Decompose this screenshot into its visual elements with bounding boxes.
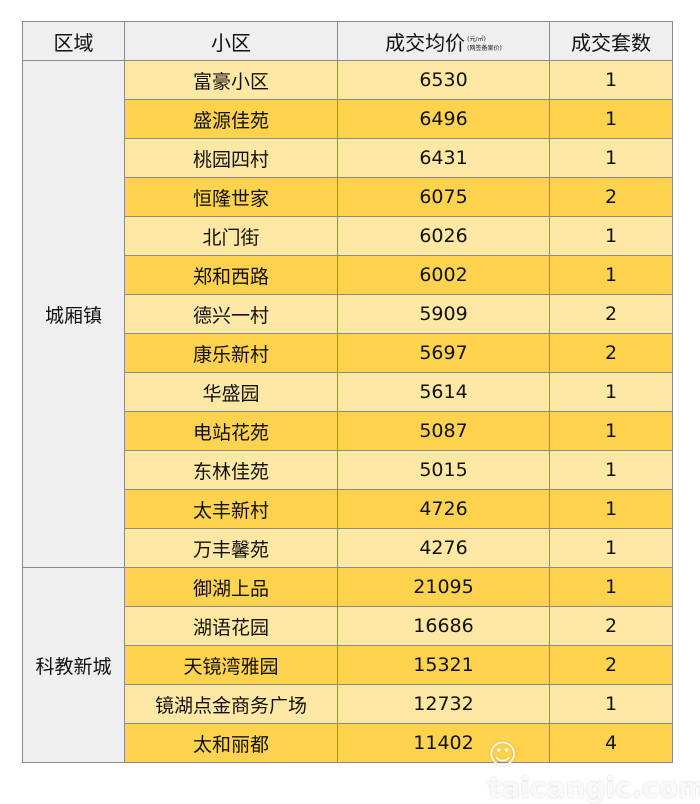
community-cell: 东林佳苑 [124,450,338,490]
table-row: 华盛园 5614 1 [23,372,673,412]
table-row: 万丰馨苑 4276 1 [23,528,673,568]
table-row: 盛源佳苑 6496 1 [23,99,673,139]
price-cell: 5614 [337,372,550,412]
price-cell: 5697 [337,333,550,373]
count-cell: 2 [549,177,673,217]
count-cell: 1 [549,216,673,256]
community-cell: 太丰新村 [124,489,338,529]
region-cell: 城厢镇 [22,60,125,568]
price-cell: 4276 [337,528,550,568]
table-row: 郑和西路 6002 1 [23,255,673,295]
count-cell: 1 [549,528,673,568]
count-cell: 1 [549,60,673,100]
count-cell: 2 [549,333,673,373]
price-cell: 5087 [337,411,550,451]
header-region: 区域 [22,21,125,61]
price-unit: (元/㎡) [467,36,486,43]
community-cell: 桃园四村 [124,138,338,178]
count-cell: 1 [549,411,673,451]
header-community: 小区 [124,21,338,61]
community-cell: 电站花苑 [124,411,338,451]
price-cell: 6431 [337,138,550,178]
header-price-label: 成交均价 [385,30,466,55]
table-row: 康乐新村 5697 2 [23,333,673,373]
transaction-table: 区域 小区 成交均价 (元/㎡) (网签备案价) 成交套数 城厢镇 富豪小区 6530 1… [22,21,673,763]
count-cell: 4 [549,723,673,763]
community-cell: 万丰馨苑 [124,528,338,568]
table-row: 东林佳苑 5015 1 [23,450,673,490]
table-row: 电站花苑 5087 1 [23,411,673,451]
count-cell: 1 [549,99,673,139]
price-cell: 5015 [337,450,550,490]
price-cell: 6530 [337,60,550,100]
community-cell: 德兴一村 [124,294,338,334]
price-cell: 6002 [337,255,550,295]
count-cell: 1 [549,255,673,295]
community-cell: 康乐新村 [124,333,338,373]
community-cell: 镜湖点金商务广场 [124,684,338,724]
price-cell: 6496 [337,99,550,139]
community-cell: 北门街 [124,216,338,256]
count-cell: 1 [549,684,673,724]
watermark: ☺ taicangic.com [488,738,700,804]
header-row: 区域 小区 成交均价 (元/㎡) (网签备案价) 成交套数 [22,21,673,61]
price-cell: 6075 [337,177,550,217]
table-row: 桃园四村 6431 1 [23,138,673,178]
price-cell: 21095 [337,567,550,607]
header-price: 成交均价 (元/㎡) (网签备案价) [337,21,550,61]
table-row: 天镜湾雅园 15321 2 [23,645,673,685]
count-cell: 1 [549,489,673,529]
price-cell: 4726 [337,489,550,529]
community-cell: 湖语花园 [124,606,338,646]
table-row: 科教新城 御湖上品 21095 1 [22,567,673,763]
count-cell: 2 [549,645,673,685]
price-cell: 11402 [337,723,550,763]
community-cell: 御湖上品 [124,567,338,607]
price-cell: 12732 [337,684,550,724]
community-cell: 天镜湾雅园 [124,645,338,685]
table-row: 太和丽都 11402 4 [23,723,673,763]
price-note: (网签备案价) [467,45,502,52]
count-cell: 2 [549,294,673,334]
price-cell: 16686 [337,606,550,646]
count-cell: 1 [549,138,673,178]
community-cell: 恒隆世家 [124,177,338,217]
count-cell: 1 [549,372,673,412]
count-cell: 2 [549,606,673,646]
table-row: 城厢镇 富豪小区 6530 1 [22,60,673,568]
community-cell: 郑和西路 [124,255,338,295]
table-row: 恒隆世家 6075 2 [23,177,673,217]
count-cell: 1 [549,450,673,490]
header-count: 成交套数 [549,21,673,61]
price-cell: 5909 [337,294,550,334]
community-cell: 华盛园 [124,372,338,412]
table-row: 太丰新村 4726 1 [23,489,673,529]
community-cell: 太和丽都 [124,723,338,763]
community-cell: 盛源佳苑 [124,99,338,139]
region-cell: 科教新城 [22,567,125,763]
price-cell: 6026 [337,216,550,256]
price-cell: 15321 [337,645,550,685]
count-cell: 1 [549,567,673,607]
community-cell: 富豪小区 [124,60,338,100]
table-row: 北门街 6026 1 [23,216,673,256]
table-row: 湖语花园 16686 2 [23,606,673,646]
